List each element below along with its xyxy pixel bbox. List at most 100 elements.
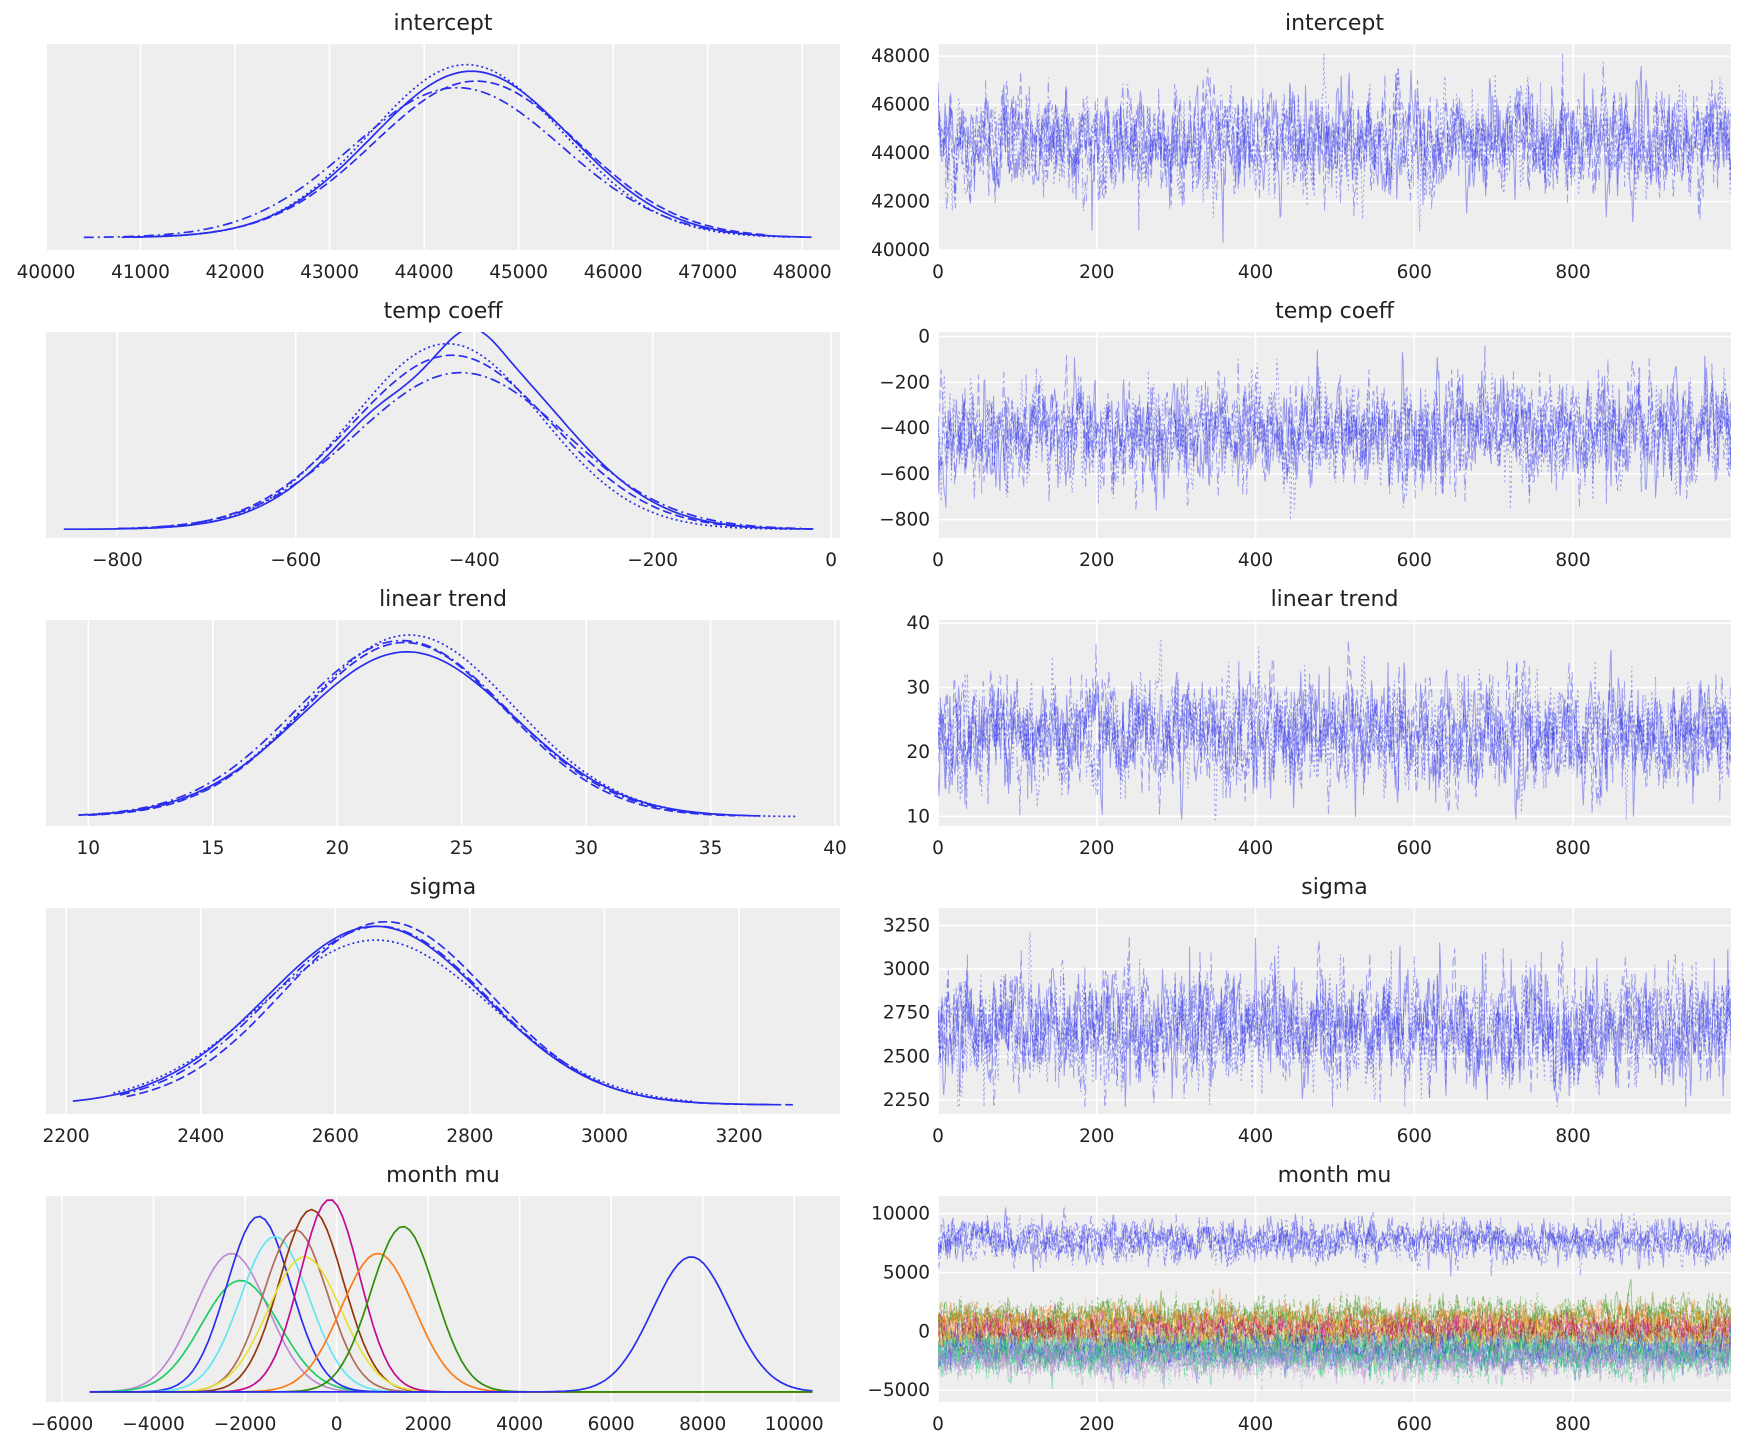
trace-line-dotted — [938, 1308, 1731, 1358]
kde-line-dashdot — [119, 925, 706, 1104]
x-tick-label: 46000 — [584, 262, 643, 283]
kde-panel-month-mu: month mu −6000 −4000 −2000 0 2000 4000 6000 8000… — [31, 1163, 840, 1435]
y-tick-label: 46000 — [871, 95, 930, 116]
trace-line-dashed — [938, 1323, 1731, 1381]
plot-marks — [938, 932, 1731, 1108]
plot-area — [46, 332, 840, 538]
trace-line-dashdot — [938, 951, 1731, 1108]
x-tick-label: 10000 — [765, 1414, 824, 1435]
x-tick-label: 2000 — [405, 1414, 452, 1435]
x-tick-label: 8000 — [679, 1414, 726, 1435]
x-tick-label: 800 — [1555, 1126, 1590, 1147]
kde-line-solid — [89, 1256, 813, 1393]
x-tick-label: 10 — [77, 838, 101, 859]
y-tick-label: 48000 — [871, 46, 930, 67]
y-tick-label: 2500 — [883, 1046, 930, 1067]
trace-line-dotted — [938, 53, 1731, 232]
x-tick-label: 0 — [825, 550, 837, 571]
x-tick-label: 45000 — [489, 262, 548, 283]
x-tick-label: 0 — [932, 1126, 944, 1147]
trace-line-dotted — [938, 1290, 1731, 1352]
trace-line-dashdot — [938, 1296, 1731, 1358]
trace-line-dashed — [938, 1289, 1731, 1344]
trace-line-dashed — [938, 1296, 1731, 1355]
plot-area — [938, 44, 1731, 250]
y-tick-label: 20 — [906, 742, 930, 763]
plot-area — [46, 620, 840, 826]
trace-line-solid — [938, 1320, 1731, 1390]
x-tick-label: −600 — [270, 550, 321, 571]
trace-line-dashed — [938, 345, 1731, 504]
y-tick-label: 3250 — [883, 915, 930, 936]
kde-panel-intercept: intercept 40000 41000 42000 43000 44000 45000 4… — [17, 11, 840, 283]
y-tick-label: −5000 — [867, 1380, 930, 1401]
kde-line-dashdot — [117, 371, 805, 530]
trace-line-dashed — [938, 935, 1731, 1108]
trace-line-solid — [938, 1308, 1731, 1371]
x-tick-label: 800 — [1555, 262, 1590, 283]
plot-area — [46, 908, 840, 1114]
x-tick-label: −400 — [449, 550, 500, 571]
x-tick-label: 2600 — [312, 1126, 359, 1147]
y-tick-label: 40 — [906, 613, 930, 634]
kde-line-dotted — [149, 63, 793, 238]
x-tick-label: 42000 — [206, 262, 265, 283]
y-tick-label: 42000 — [871, 192, 930, 213]
kde-panel-sigma: sigma 2200 2400 2600 2800 3000 3200 — [43, 875, 840, 1147]
trace-line-dashdot — [938, 660, 1731, 816]
y-tick-label: 2250 — [883, 1090, 930, 1111]
x-tick-label: 40000 — [17, 262, 76, 283]
plot-area — [938, 620, 1731, 826]
plot-area — [46, 44, 840, 250]
trace-line-solid — [938, 349, 1731, 511]
x-tick-label: 30 — [574, 838, 598, 859]
trace-line-dotted — [938, 1296, 1731, 1350]
kde-line-dotted — [113, 939, 693, 1103]
x-tick-label: 400 — [1238, 550, 1273, 571]
x-tick-label: 25 — [450, 838, 474, 859]
plot-marks — [83, 63, 812, 239]
trace-line-dashed — [938, 1322, 1731, 1375]
x-tick-label: 48000 — [773, 262, 832, 283]
kde-line-dashdot — [78, 639, 711, 816]
x-tick-label: 0 — [932, 1414, 944, 1435]
x-tick-label: 4000 — [496, 1414, 543, 1435]
trace-line-solid — [938, 1310, 1731, 1362]
panel-title: month mu — [1278, 1163, 1392, 1188]
y-tick-label: 40000 — [871, 240, 930, 261]
trace-line-dotted — [938, 358, 1731, 521]
trace-line-solid — [938, 1305, 1731, 1362]
kde-panel-temp-coeff: temp coeff −800 −600 −400 −200 0 — [46, 299, 840, 571]
x-tick-label: 800 — [1555, 550, 1590, 571]
x-tick-label: 6000 — [588, 1414, 635, 1435]
x-tick-label: 3000 — [581, 1126, 628, 1147]
panel-title: intercept — [1285, 11, 1384, 36]
x-tick-label: 2200 — [43, 1126, 90, 1147]
x-tick-label: 600 — [1397, 1126, 1432, 1147]
y-tick-label: 0 — [918, 1321, 930, 1342]
trace-line-solid — [938, 1279, 1731, 1347]
x-tick-label: 41000 — [111, 262, 170, 283]
x-tick-label: 0 — [932, 838, 944, 859]
y-tick-label: 10000 — [871, 1204, 930, 1225]
x-tick-label: −2000 — [214, 1414, 277, 1435]
x-tick-label: 35 — [699, 838, 723, 859]
x-tick-label: 600 — [1397, 838, 1432, 859]
trace-line-dashdot — [938, 1314, 1731, 1375]
trace-line-dashdot — [938, 1310, 1731, 1364]
x-tick-label: 200 — [1079, 550, 1114, 571]
x-tick-label: 800 — [1555, 1414, 1590, 1435]
plot-marks — [72, 920, 793, 1106]
trace-line-solid — [938, 1207, 1731, 1277]
trace-line-dashed — [938, 640, 1731, 815]
x-tick-label: 40 — [823, 838, 847, 859]
panel-title: intercept — [394, 11, 493, 36]
y-tick-label: −800 — [879, 510, 930, 531]
trace-line-dotted — [938, 932, 1731, 1108]
x-tick-label: −200 — [627, 550, 678, 571]
plot-marks — [938, 1205, 1731, 1391]
x-tick-label: 0 — [932, 262, 944, 283]
trace-panel-sigma: sigma 0 200 400 600 800 2250 2500 2750 3000 3250 — [883, 875, 1731, 1147]
